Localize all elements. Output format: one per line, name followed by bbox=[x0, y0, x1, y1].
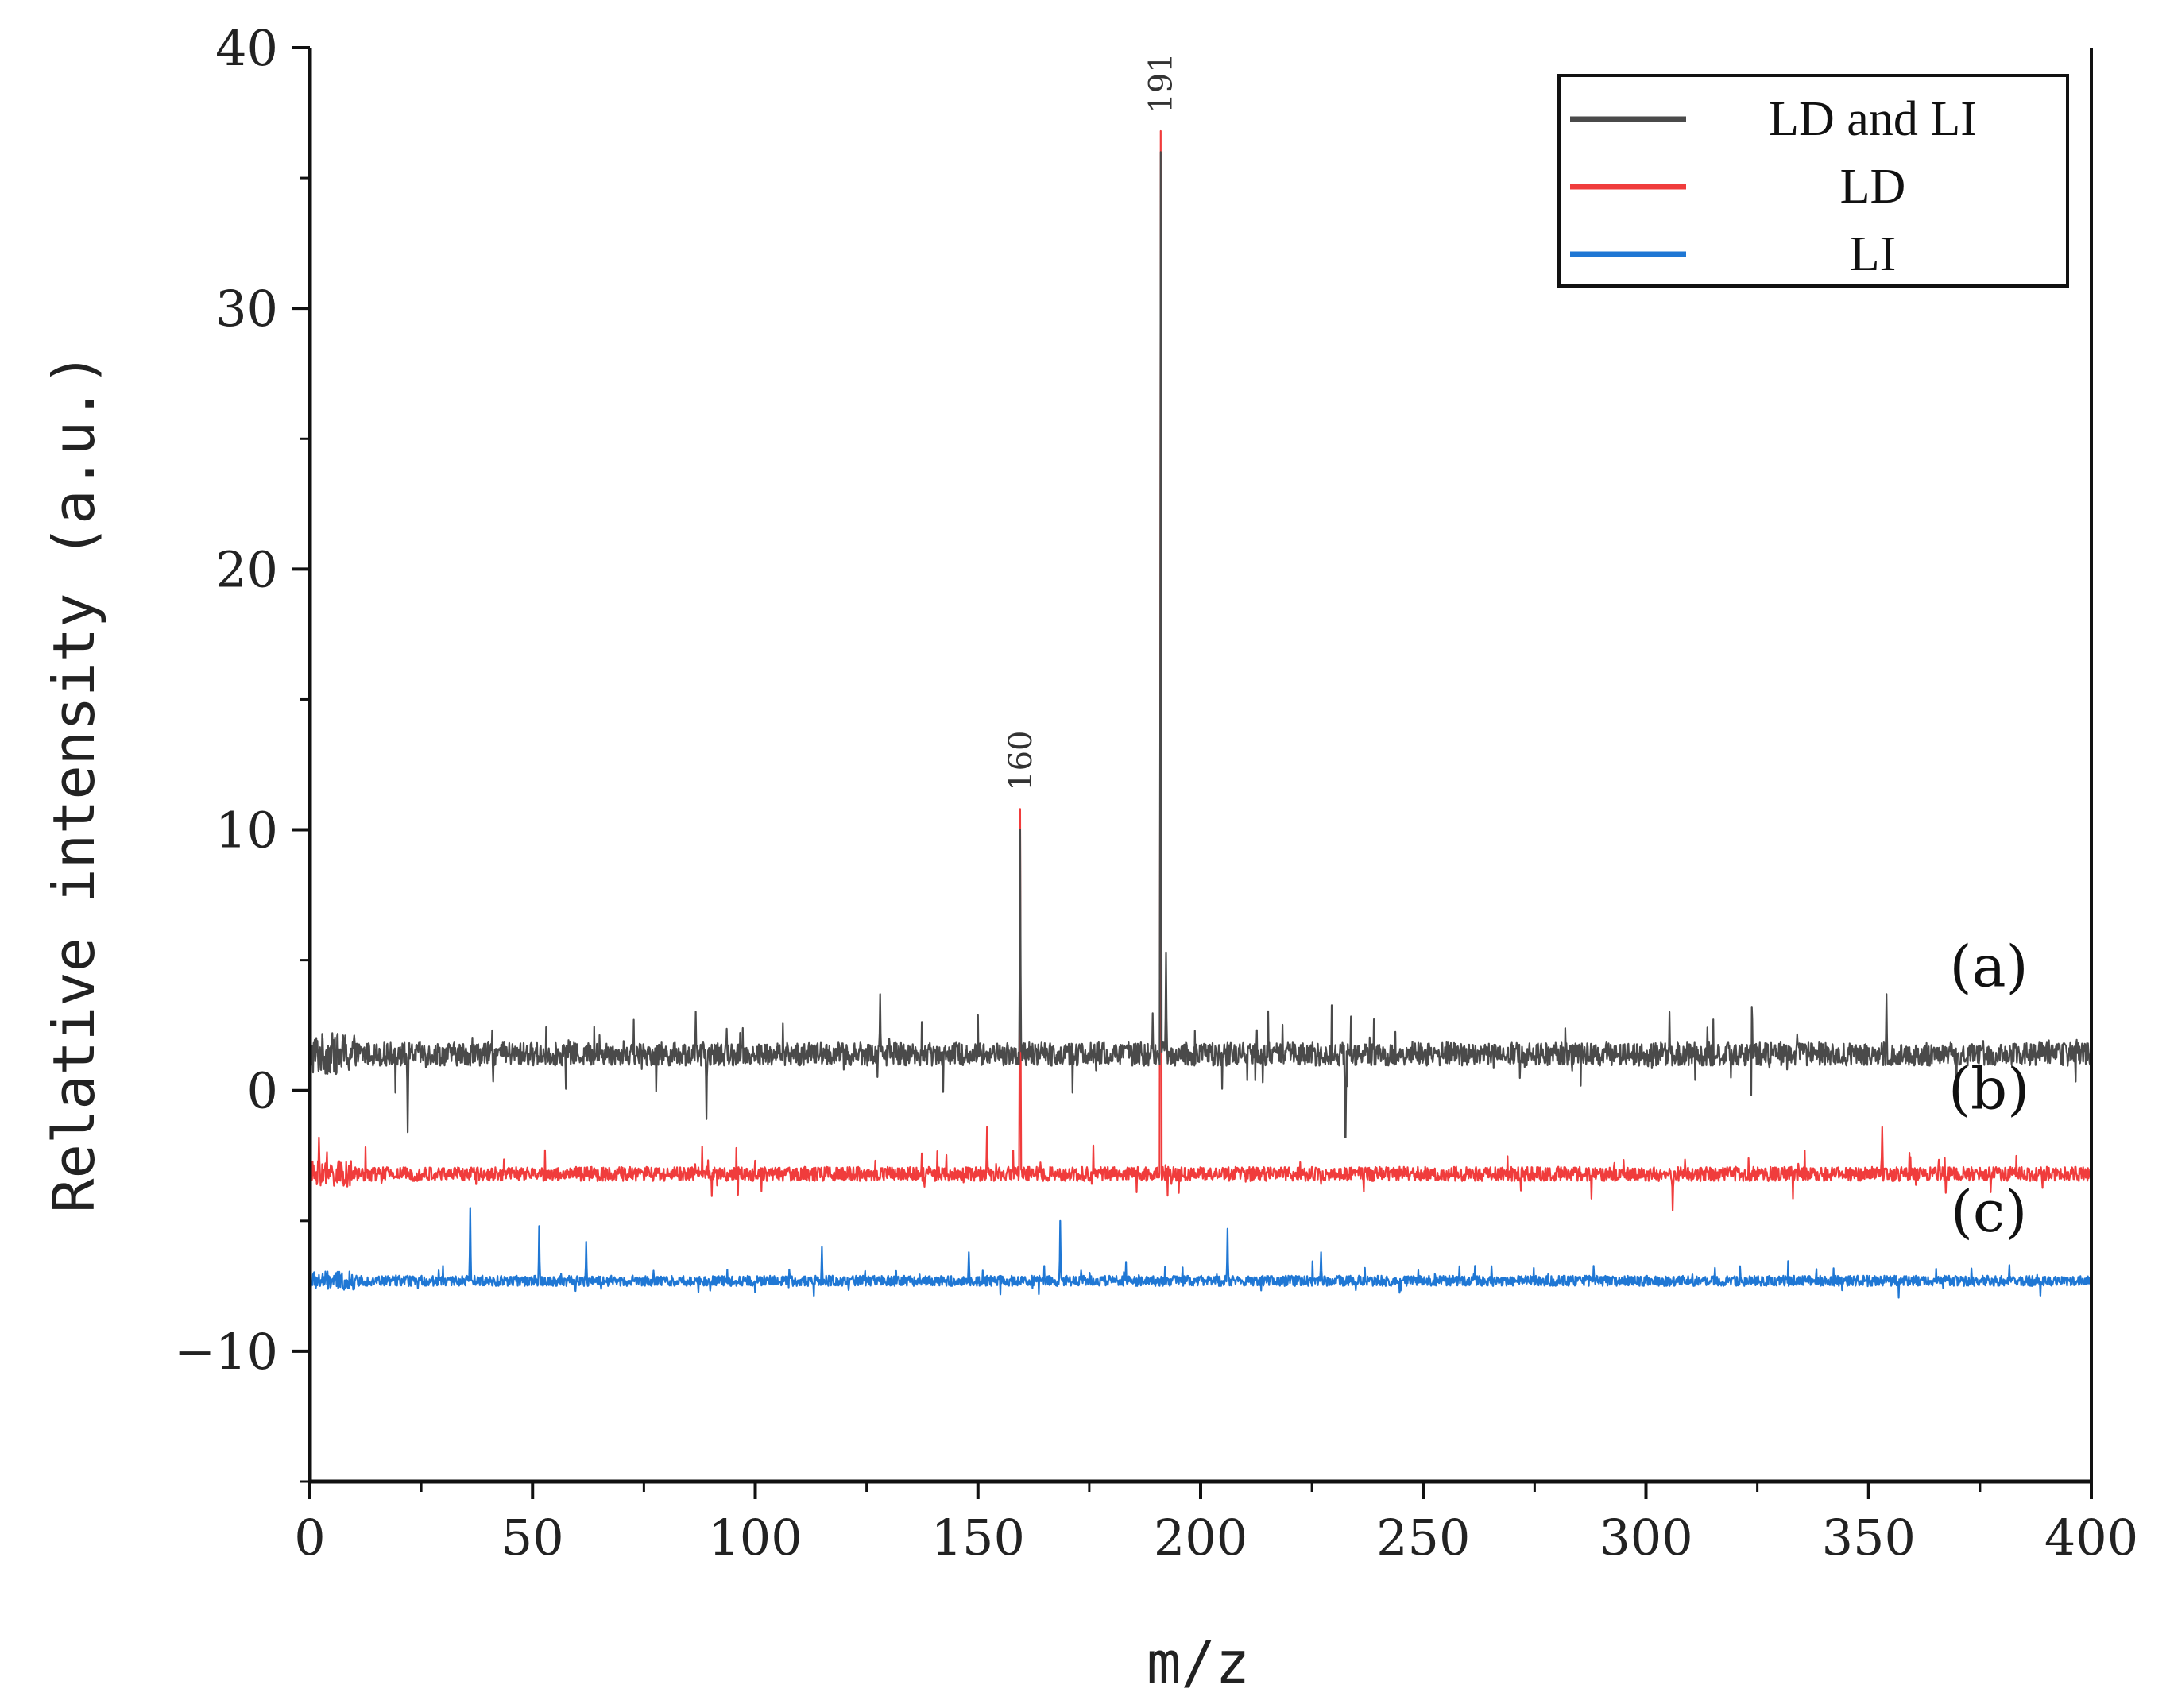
curve-label: (a) bbox=[1950, 933, 2029, 999]
legend: LD and LI LD LI bbox=[1557, 74, 2069, 288]
x-tick-label: 200 bbox=[1154, 1509, 1247, 1567]
x-tick-label: 350 bbox=[1822, 1509, 1916, 1567]
series-line-2 bbox=[308, 1207, 2092, 1299]
x-tick-label: 100 bbox=[708, 1509, 802, 1567]
series-line-1 bbox=[308, 129, 2092, 1211]
x-tick-label: 250 bbox=[1376, 1509, 1470, 1567]
x-tick-label: 400 bbox=[2044, 1509, 2138, 1567]
legend-label: LD bbox=[1840, 160, 1906, 214]
y-tick-label: 30 bbox=[215, 280, 278, 338]
x-tick-label: 150 bbox=[931, 1509, 1025, 1567]
x-tick-label: 0 bbox=[294, 1509, 325, 1567]
y-axis-title: Relative intensity (a.u.) bbox=[41, 352, 107, 1213]
plot-area bbox=[308, 129, 2092, 1299]
y-tick-label: 10 bbox=[215, 802, 278, 860]
y-tick-label: 40 bbox=[215, 19, 278, 77]
series-line-0 bbox=[308, 151, 2092, 1138]
curve-label: (b) bbox=[1948, 1056, 2029, 1123]
legend-box bbox=[1557, 74, 2069, 288]
y-tick-label: 20 bbox=[215, 540, 278, 598]
curve-label: (c) bbox=[1951, 1178, 2028, 1245]
axes: 0 50 100 150 200 250 300 350 400 −10 0 10 20 30 40 160 1… bbox=[174, 19, 2138, 1567]
legend-label: LI bbox=[1850, 227, 1897, 281]
peak-annotation: 160 bbox=[1003, 731, 1039, 791]
x-tick-label: 300 bbox=[1599, 1509, 1692, 1567]
y-tick-label: −10 bbox=[174, 1323, 278, 1381]
x-axis-title: m/z bbox=[1147, 1629, 1250, 1696]
legend-label: LD and LI bbox=[1769, 92, 1977, 146]
x-tick-label: 50 bbox=[501, 1509, 564, 1567]
peak-annotation: 191 bbox=[1143, 52, 1180, 113]
y-tick-label: 0 bbox=[247, 1062, 278, 1120]
